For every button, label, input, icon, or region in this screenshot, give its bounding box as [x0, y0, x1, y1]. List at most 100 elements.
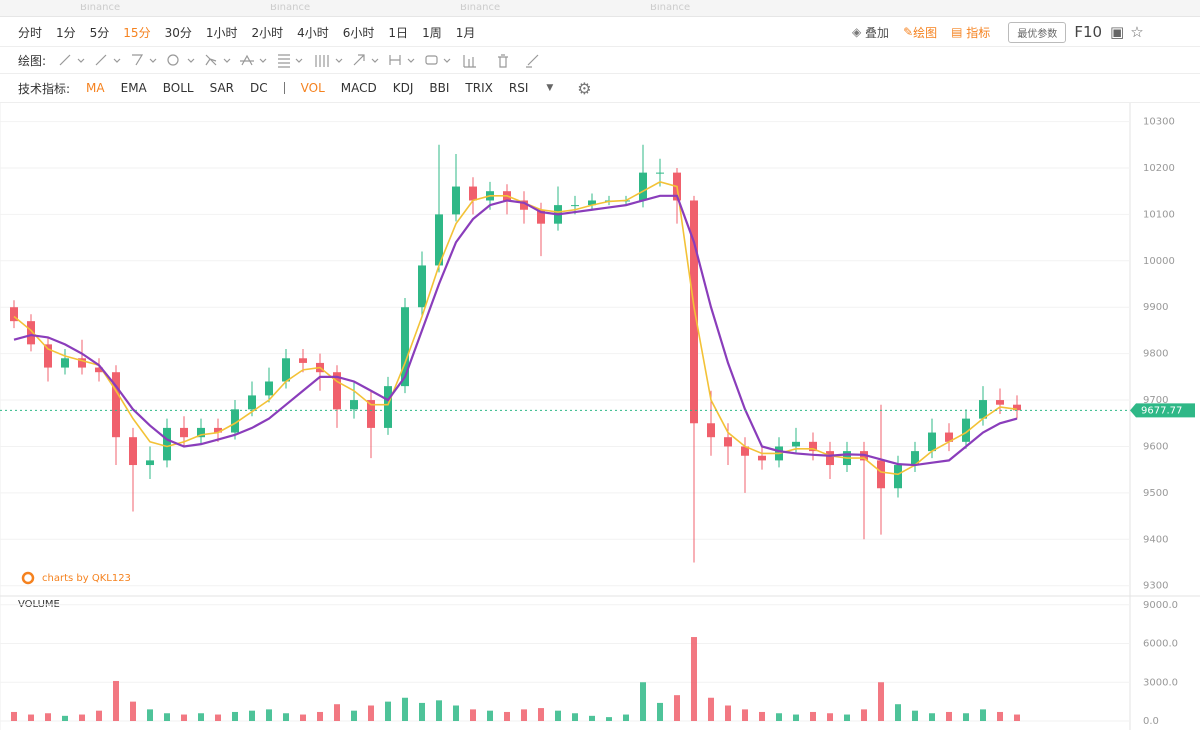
interval[interactable]: 1日 — [388, 25, 409, 40]
volume-bar — [504, 711, 510, 721]
main-indicator[interactable]: EMA — [120, 81, 147, 95]
interval[interactable]: 2小时 — [251, 25, 284, 40]
sub-indicator[interactable]: TRIX — [465, 81, 493, 95]
main-indicator[interactable]: MA — [86, 81, 105, 95]
volume-bar — [147, 709, 153, 721]
draw-tool[interactable]: 绘图 — [913, 25, 938, 40]
candle-body — [537, 209, 545, 224]
volume-bar — [674, 695, 680, 721]
sub-indicator[interactable]: KDJ — [392, 81, 414, 95]
tab[interactable]: Binance — [80, 4, 121, 12]
params-button[interactable]: 最优参数 — [1008, 21, 1067, 43]
interval[interactable]: 1分 — [56, 25, 76, 40]
y-tick-label: 9800 — [1143, 349, 1168, 360]
tab[interactable]: Binance — [460, 4, 501, 12]
interval[interactable]: 4小时 — [297, 25, 329, 40]
volume-bar — [453, 705, 459, 721]
sub-indicator[interactable]: BBI — [429, 81, 450, 95]
indicator-tool[interactable]: 指标 — [966, 25, 991, 40]
candle-body — [1013, 404, 1021, 411]
volume-bar — [487, 710, 493, 721]
interval[interactable]: 1周 — [422, 25, 442, 40]
y-tick-label: 10000 — [1143, 256, 1175, 267]
settings[interactable]: ⚙ — [577, 78, 592, 98]
indicator-label: 技术指标: — [18, 81, 71, 96]
candle-body — [690, 200, 698, 424]
candle-body — [673, 172, 681, 201]
volume-bar — [419, 702, 425, 721]
f10[interactable]: F10 — [1074, 23, 1103, 41]
interval[interactable]: 5分 — [89, 25, 110, 40]
sub-indicator[interactable]: RSI — [508, 81, 529, 95]
last-price-label: 9677.77 — [1141, 405, 1182, 416]
watermark-icon — [21, 571, 35, 585]
candle-body — [571, 205, 579, 207]
interval[interactable]: 6小时 — [342, 25, 375, 40]
volume-tick-label: 3000.0 — [1143, 677, 1178, 688]
volume-bar — [62, 715, 68, 721]
candle-body — [163, 427, 171, 461]
candle-body — [231, 409, 239, 433]
candle-body — [469, 186, 477, 201]
volume-bar — [1014, 714, 1020, 721]
candle-body — [758, 455, 766, 461]
volume-bar — [878, 682, 884, 721]
volume-bar — [521, 709, 527, 721]
candle-body — [78, 358, 86, 368]
interval[interactable]: 15分 — [123, 25, 151, 40]
volume-bar — [385, 701, 391, 721]
more-indicators[interactable]: ▼ — [546, 83, 554, 93]
volume-bar — [368, 705, 374, 721]
volume-bar — [946, 711, 952, 721]
volume-bar — [980, 709, 986, 721]
interval[interactable]: 30分 — [164, 25, 192, 40]
volume-tick-label: 0.0 — [1143, 716, 1159, 727]
volume-bar — [198, 713, 204, 721]
volume-bar — [283, 713, 289, 721]
volume-bar — [929, 713, 935, 721]
candle-body — [112, 372, 120, 438]
candle-body — [996, 400, 1004, 405]
candle-body — [860, 451, 868, 461]
volume-bar — [555, 710, 561, 721]
y-tick-label: 10200 — [1143, 163, 1175, 174]
y-tick-label: 9500 — [1143, 488, 1168, 499]
candle-body — [928, 432, 936, 452]
main-indicator[interactable]: DC — [250, 81, 268, 95]
candle-body — [894, 465, 902, 489]
sub-indicator[interactable]: MACD — [340, 81, 377, 95]
overlay[interactable]: 叠加 — [865, 25, 890, 40]
right-tools: ◈ 叠加 ✎ 绘图 ▤ 指标 最优参数 F10 ▣ ☆ — [852, 18, 1144, 46]
draw-icons — [59, 54, 539, 68]
volume-label: VOLUME — [18, 599, 60, 610]
volume-bar — [249, 710, 255, 721]
tab[interactable]: Binance — [270, 4, 311, 12]
main-indicator[interactable]: SAR — [209, 81, 234, 95]
candle-body — [656, 172, 664, 174]
icon: ◈ — [852, 25, 866, 39]
watermark: charts by QKL123 — [42, 573, 131, 584]
tab-bar: Binance Binance Binance Binance — [0, 0, 1200, 17]
tab[interactable]: Binance — [650, 4, 691, 12]
interval[interactable]: 分时 — [18, 25, 43, 40]
interval[interactable]: 1月 — [455, 25, 476, 40]
volume-bar — [810, 711, 816, 721]
volume-bar — [317, 711, 323, 721]
y-tick-label: 9600 — [1143, 441, 1168, 452]
interval[interactable]: 1小时 — [205, 25, 238, 40]
y-tick-label: 10300 — [1143, 117, 1175, 128]
favorite[interactable]: ☆ — [1130, 23, 1144, 41]
sub-indicator[interactable]: VOL — [300, 81, 325, 95]
candle-body — [877, 460, 885, 489]
y-tick-label: 10100 — [1143, 209, 1175, 220]
volume-bar — [96, 710, 102, 721]
main-indicator[interactable]: BOLL — [162, 81, 194, 95]
volume-bar — [844, 714, 850, 721]
fullscreen[interactable]: ▣ — [1110, 23, 1125, 41]
volume-bar — [79, 714, 85, 721]
volume-bar — [538, 708, 544, 721]
main-indicators: MA EMA BOLL SAR DC — [70, 81, 268, 95]
candle-body — [741, 446, 749, 456]
volume-bar — [623, 714, 629, 721]
